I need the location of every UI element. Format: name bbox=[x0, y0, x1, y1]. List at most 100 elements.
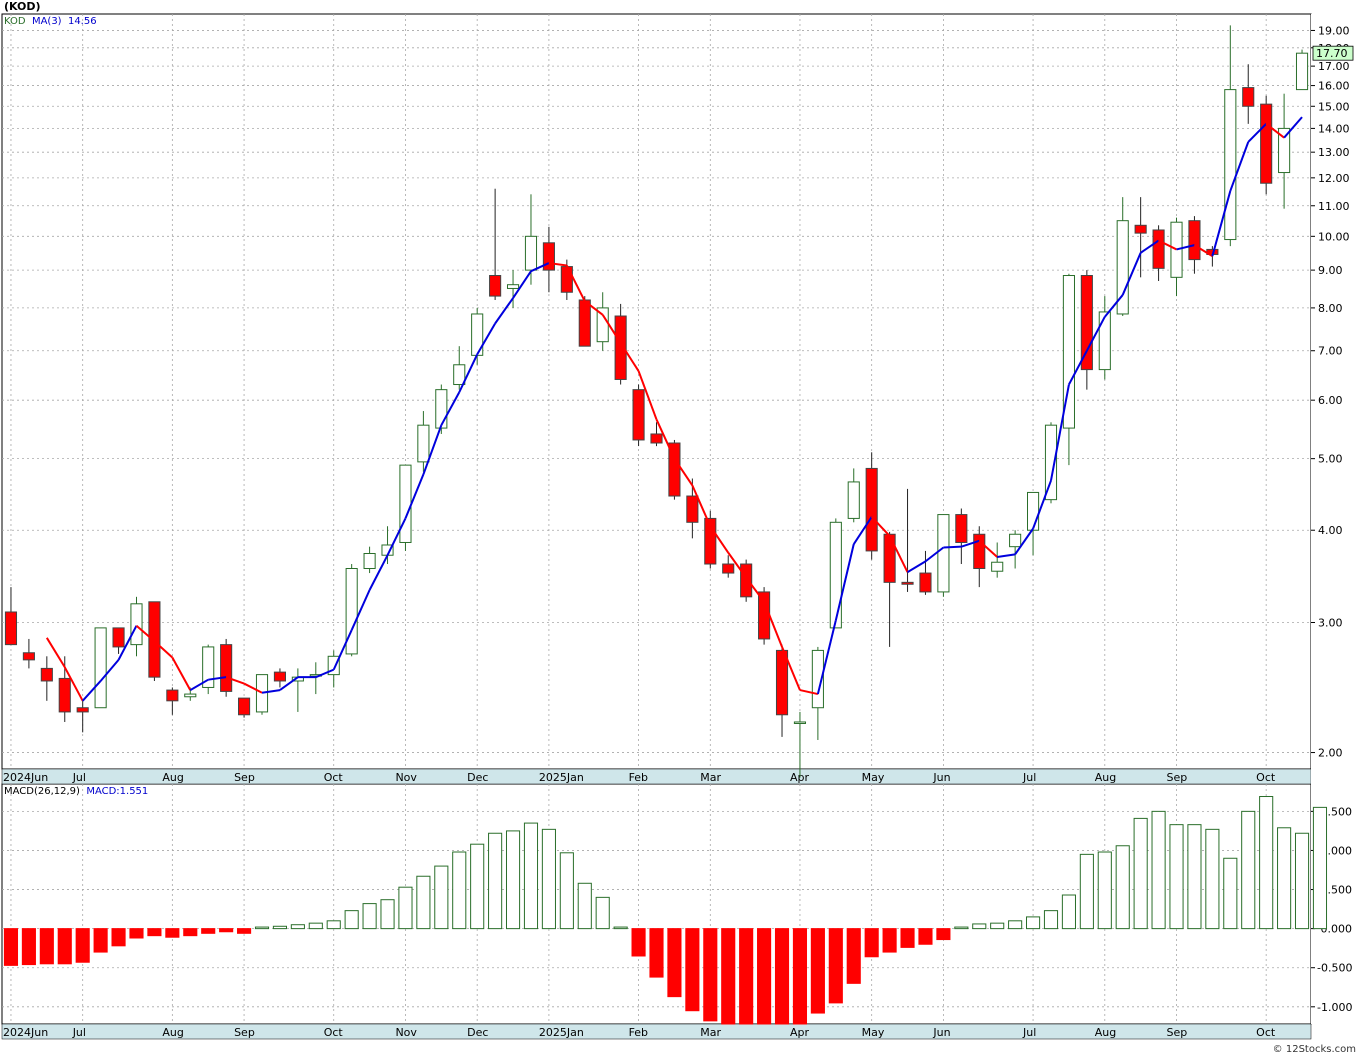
candle-up bbox=[506, 284, 520, 289]
candle-down bbox=[704, 517, 717, 565]
macd-bar-negative bbox=[3, 928, 19, 966]
price-date-label: May bbox=[862, 771, 885, 784]
ma3-segment bbox=[907, 560, 926, 573]
ma3-segment bbox=[404, 474, 425, 519]
candle-up bbox=[937, 514, 950, 593]
candle-up bbox=[1062, 275, 1075, 429]
macd-bar-positive bbox=[1097, 851, 1112, 930]
ma3-segment bbox=[1176, 244, 1195, 251]
ma3-segment bbox=[799, 689, 819, 696]
ma3-segment bbox=[691, 484, 712, 527]
price-date-label: Jul bbox=[1022, 771, 1036, 784]
ma3-segment bbox=[961, 539, 980, 548]
price-date-label: Sep bbox=[234, 771, 255, 784]
price-tick-label: 8.00 bbox=[1318, 302, 1343, 315]
macd-bar-positive bbox=[523, 822, 539, 930]
macd-date-label: Dec bbox=[467, 1026, 488, 1039]
last-price-box bbox=[1312, 45, 1354, 61]
price-tick-label: 17.00 bbox=[1318, 60, 1350, 73]
ma3-segment bbox=[1085, 316, 1106, 352]
ma3-segment bbox=[99, 659, 120, 682]
price-date-label: Oct bbox=[324, 771, 344, 784]
candle-up bbox=[847, 481, 860, 519]
macd-bar-negative bbox=[183, 928, 198, 937]
price-tick-label: 10.00 bbox=[1318, 230, 1350, 243]
macd-date-label: Jul bbox=[1022, 1026, 1036, 1039]
macd-date-label: Feb bbox=[629, 1026, 648, 1039]
macd-panel bbox=[1, 783, 1312, 1025]
ma3-segment bbox=[943, 545, 962, 549]
symbol-label: KOD bbox=[4, 16, 26, 27]
price-tick-label: 14.00 bbox=[1318, 122, 1350, 135]
ma3-segment bbox=[1158, 239, 1177, 251]
ma3-segment bbox=[1068, 350, 1088, 385]
macd-bar-positive bbox=[559, 852, 574, 930]
candles bbox=[4, 25, 1309, 778]
candle-up bbox=[255, 674, 269, 713]
ma3-segment bbox=[870, 516, 891, 537]
macd-bar-positive bbox=[990, 922, 1005, 930]
candle-up bbox=[991, 561, 1004, 572]
ma3-segment bbox=[279, 676, 299, 691]
candle-down bbox=[1134, 224, 1147, 234]
ma3-line bbox=[45, 116, 1303, 702]
macd-bar-negative bbox=[93, 928, 108, 953]
macd-date-label: Oct bbox=[324, 1026, 344, 1039]
price-legend: KOD MA(3) 14.56 bbox=[4, 16, 97, 28]
ma3-segment bbox=[81, 680, 102, 702]
ma3-segment bbox=[619, 342, 640, 372]
candle-up bbox=[829, 521, 842, 629]
candle-down bbox=[112, 627, 125, 648]
macd-bar-positive bbox=[505, 830, 521, 930]
price-date-label: Oct bbox=[1256, 771, 1276, 784]
ma3-segment bbox=[924, 546, 945, 563]
price-date-label: Dec bbox=[467, 771, 488, 784]
candle-down bbox=[578, 299, 591, 347]
macd-date-label: Aug bbox=[162, 1026, 183, 1039]
macd-bar-positive bbox=[613, 926, 628, 930]
candle-up bbox=[327, 655, 340, 676]
macd-bar-negative bbox=[75, 928, 90, 963]
candle-down bbox=[668, 442, 681, 497]
macd-bar-negative bbox=[936, 928, 951, 941]
macd-bar-positive bbox=[1277, 827, 1292, 930]
macd-bar-positive bbox=[398, 886, 413, 930]
candle-up bbox=[1027, 491, 1040, 531]
candle-up bbox=[202, 646, 215, 688]
macd-date-label: Aug bbox=[1095, 1026, 1116, 1039]
price-tick-label: 16.00 bbox=[1318, 80, 1350, 93]
candle-down bbox=[883, 533, 896, 583]
ma3-segment bbox=[458, 353, 479, 393]
candle-down bbox=[1188, 220, 1201, 261]
ma3-segment bbox=[601, 314, 622, 344]
macd-date-label: Mar bbox=[700, 1026, 721, 1039]
macd-bar-positive bbox=[1115, 845, 1130, 930]
candle-down bbox=[1080, 275, 1093, 371]
last-price-label: 17.70 bbox=[1316, 47, 1348, 60]
macd-bar-negative bbox=[201, 928, 216, 934]
macd-bar-positive bbox=[1008, 920, 1023, 930]
candle-down bbox=[148, 601, 161, 678]
candle-up bbox=[417, 424, 430, 463]
candle-down bbox=[740, 563, 753, 598]
candle-down bbox=[273, 671, 286, 682]
macd-bar-positive bbox=[434, 865, 449, 930]
candle-up bbox=[130, 603, 143, 646]
price-tick-label: 15.00 bbox=[1318, 100, 1350, 113]
macd-bar-positive bbox=[954, 926, 969, 930]
macd-bar-negative bbox=[39, 928, 54, 965]
ma3-segment bbox=[332, 629, 353, 671]
macd-value: MACD:1.551 bbox=[86, 786, 149, 797]
ma3-segment bbox=[440, 391, 461, 426]
chart-title: (KOD) bbox=[4, 0, 41, 13]
ma3-segment bbox=[261, 689, 281, 694]
macd-bar-positive bbox=[290, 924, 305, 930]
ma3-segment bbox=[997, 553, 1016, 558]
ma3-segment bbox=[655, 419, 676, 460]
ma3-segment bbox=[1229, 141, 1250, 192]
macd-tick-label: -0.500 bbox=[1317, 962, 1352, 975]
macd-date-label: Jul bbox=[72, 1026, 86, 1039]
macd-bar-positive bbox=[1061, 894, 1076, 930]
candle-down bbox=[973, 533, 986, 570]
candle-down bbox=[58, 677, 71, 713]
